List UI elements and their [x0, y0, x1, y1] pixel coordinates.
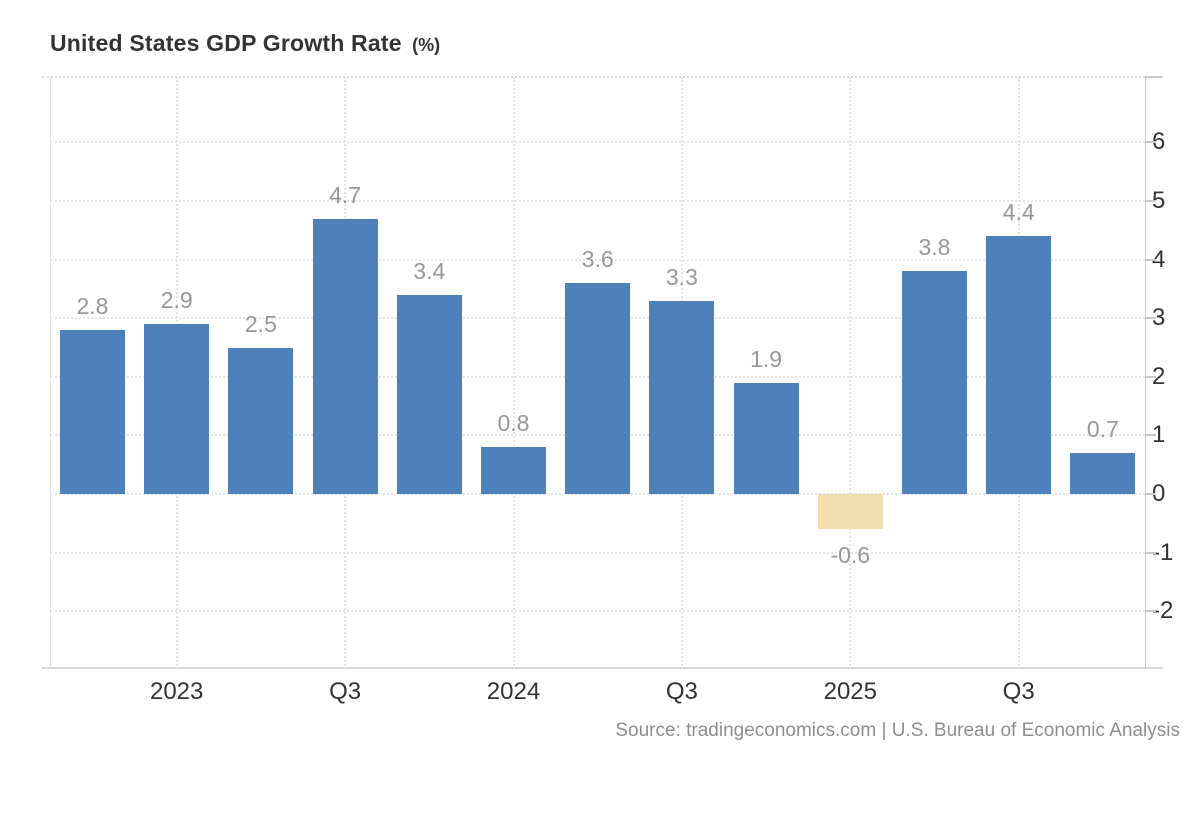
y-axis-tick	[1145, 551, 1156, 554]
horizontal-gridline	[50, 200, 1145, 202]
bar-value-label: -0.6	[830, 542, 871, 569]
x-axis-label: 2025	[823, 678, 877, 705]
bar-value-label: 3.4	[413, 257, 446, 284]
x-axis-label: 2024	[486, 678, 541, 705]
y-axis-label: 1	[1152, 421, 1166, 449]
vertical-gridline	[849, 77, 852, 669]
bar-value-label: 0.7	[1086, 415, 1119, 442]
gdp-bar[interactable]	[733, 382, 799, 494]
y-axis-label: 2	[1152, 362, 1166, 390]
x-axis-label: Q3	[329, 678, 362, 705]
gdp-bar[interactable]	[481, 447, 546, 494]
y-axis-tick	[1145, 258, 1156, 261]
bar-value-label: 4.7	[329, 181, 362, 208]
y-axis-tick	[1145, 493, 1156, 495]
plot-left-border	[50, 77, 51, 669]
y-axis-label: 4	[1152, 245, 1166, 273]
bar-value-label: 4.4	[1002, 199, 1035, 226]
bar-value-label: 3.6	[581, 246, 614, 273]
bar-value-label: 2.9	[160, 287, 193, 314]
y-axis-label: 5	[1152, 187, 1166, 214]
bar-value-label: 2.8	[76, 292, 109, 319]
y-axis-tick	[1145, 200, 1156, 202]
y-axis-line	[1145, 77, 1146, 669]
y-axis-tick	[1145, 375, 1156, 378]
chart-title: United States GDP Growth Rate	[50, 30, 402, 56]
gdp-bar[interactable]	[228, 347, 294, 494]
horizontal-gridline	[50, 493, 1145, 495]
horizontal-gridline	[50, 258, 1145, 261]
x-axis-label: Q3	[1002, 678, 1035, 705]
x-axis-label: 2023	[149, 678, 204, 705]
bar-value-label: 0.8	[497, 410, 530, 437]
y-axis-label: 3	[1152, 304, 1166, 332]
y-axis-label: 6	[1152, 128, 1166, 156]
gdp-bar[interactable]	[144, 324, 210, 494]
gdp-bar[interactable]	[1070, 452, 1136, 494]
bar-value-label: 1.9	[750, 345, 783, 372]
gdp-bar[interactable]	[986, 236, 1052, 494]
bar-value-label: 3.3	[665, 263, 698, 290]
horizontal-gridline	[50, 551, 1145, 554]
horizontal-gridline	[50, 610, 1145, 613]
gdp-bar[interactable]	[817, 494, 883, 530]
horizontal-gridline	[50, 141, 1145, 144]
gdp-bar[interactable]	[312, 218, 378, 494]
gdp-bar[interactable]	[396, 294, 462, 494]
y-axis-label: -2	[1152, 597, 1174, 625]
plot-top-border	[42, 76, 1145, 78]
source-attribution: Source: tradingeconomics.com | U.S. Bure…	[615, 720, 1180, 741]
y-axis-label: 0	[1152, 480, 1166, 507]
chart-header: United States GDP Growth Rate (%)	[50, 30, 440, 57]
y-axis-tick	[1145, 141, 1156, 144]
vertical-gridline	[512, 77, 515, 669]
bar-value-label: 2.5	[244, 310, 277, 337]
y-axis-tick	[1145, 317, 1156, 320]
gdp-bar[interactable]	[60, 329, 125, 494]
y-axis-top-end-tick	[1145, 76, 1163, 78]
x-axis-label: Q3	[665, 678, 698, 705]
y-axis-tick	[1145, 610, 1156, 613]
chart-title-unit: (%)	[412, 35, 441, 55]
y-axis-tick	[1145, 434, 1156, 437]
y-axis-label: -1	[1152, 538, 1174, 566]
gdp-bar[interactable]	[902, 271, 967, 494]
gdp-bar[interactable]	[649, 300, 715, 494]
plot-bottom-border	[42, 667, 1163, 669]
bar-value-label: 3.8	[918, 234, 951, 261]
gdp-bar[interactable]	[565, 283, 631, 494]
